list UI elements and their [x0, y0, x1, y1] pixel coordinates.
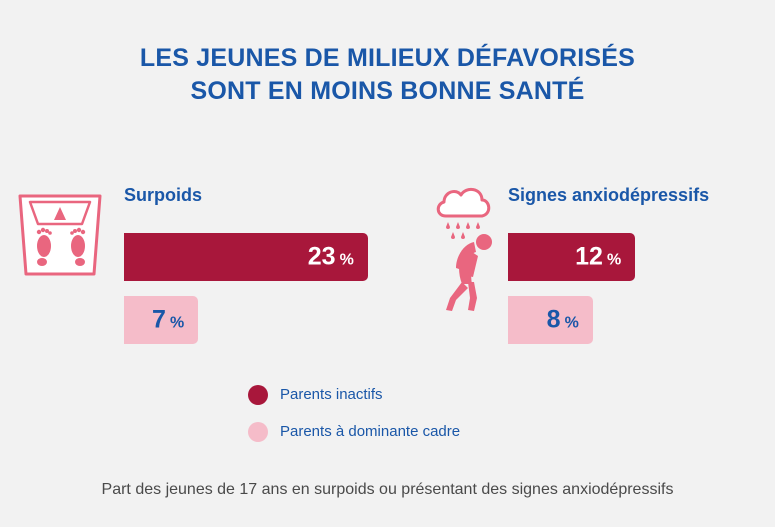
legend-dot-inactifs	[248, 385, 268, 405]
surpoids-value-cadre: 7%	[152, 305, 185, 334]
anxiodepressifs-bar-cadre: 8%	[508, 296, 593, 344]
surpoids-bar-inactifs: 23%	[124, 233, 368, 281]
weighing-scale-icon	[18, 194, 102, 276]
legend-label-cadre: Parents à dominante cadre	[280, 423, 461, 440]
page-title: LES JEUNES DE MILIEUX DÉFAVORISÉS SONT E…	[0, 42, 775, 108]
anxiodepressifs-bar-inactifs: 12%	[508, 233, 636, 281]
surpoids-title: Surpoids	[124, 185, 203, 205]
anxiodepressifs-title: Signes anxiodépressifs	[508, 185, 710, 205]
surpoids-bar-cadre: 7%	[124, 296, 199, 344]
depressed-person-rain-icon	[436, 187, 492, 311]
title-line-2: SONT EN MOINS BONNE SANTÉ	[190, 77, 585, 105]
legend-dot-cadre	[248, 422, 268, 442]
anxiodepressifs-value-inactifs: 12%	[575, 242, 622, 271]
legend-label-inactifs: Parents inactifs	[280, 386, 383, 403]
title-line-1: LES JEUNES DE MILIEUX DÉFAVORISÉS	[139, 44, 636, 72]
chart-caption: Part des jeunes de 17 ans en surpoids ou…	[101, 481, 674, 498]
surpoids-value-inactifs: 23%	[307, 242, 354, 271]
anxiodepressifs-value-cadre: 8%	[546, 305, 579, 334]
